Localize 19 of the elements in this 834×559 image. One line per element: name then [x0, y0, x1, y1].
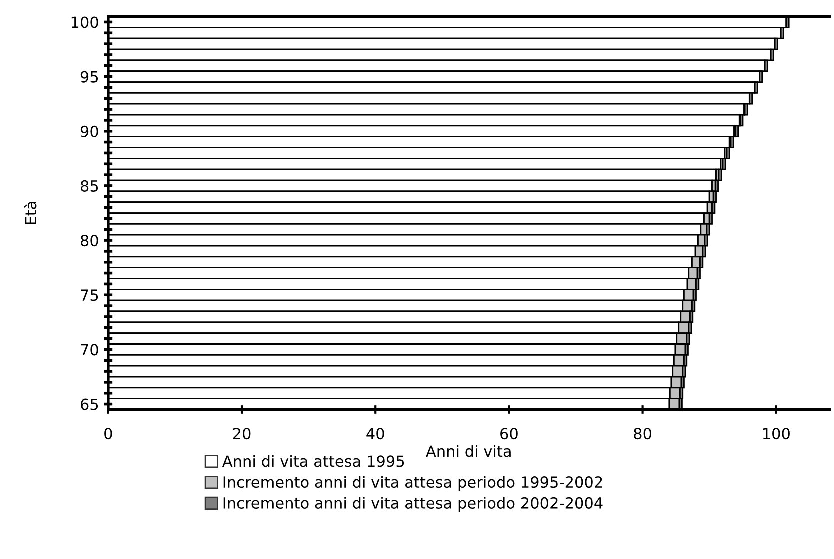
- legend-label: Incremento anni di vita attesa periodo 1995-2002: [224, 476, 602, 492]
- x-tick-label: 40: [366, 428, 384, 440]
- y-axis-title: Età: [24, 202, 37, 224]
- x-tick-label: 100: [763, 428, 790, 440]
- x-tick-label: 0: [104, 428, 112, 440]
- y-tick-label: 100: [72, 16, 98, 28]
- y-tick-label: 85: [80, 180, 98, 192]
- y-tick-label: 75: [81, 290, 98, 302]
- y-tick-label: 65: [81, 398, 98, 410]
- text: Anni di vita attesa 1995: [222, 455, 404, 468]
- x-tick-label: 60: [500, 428, 518, 440]
- x-tick-label: 80: [634, 428, 652, 440]
- y-tick-label: 95: [80, 71, 98, 83]
- y-tick-label: 90: [80, 126, 98, 138]
- y-tick-label: 80: [80, 235, 98, 247]
- legend-label: Incremento anni di vita attesa periodo 2002-2004: [224, 497, 603, 512]
- y-tick-label: 70: [81, 344, 98, 356]
- x-axis-title: Anni di vita: [426, 445, 511, 458]
- x-tick-label: 20: [233, 428, 251, 440]
